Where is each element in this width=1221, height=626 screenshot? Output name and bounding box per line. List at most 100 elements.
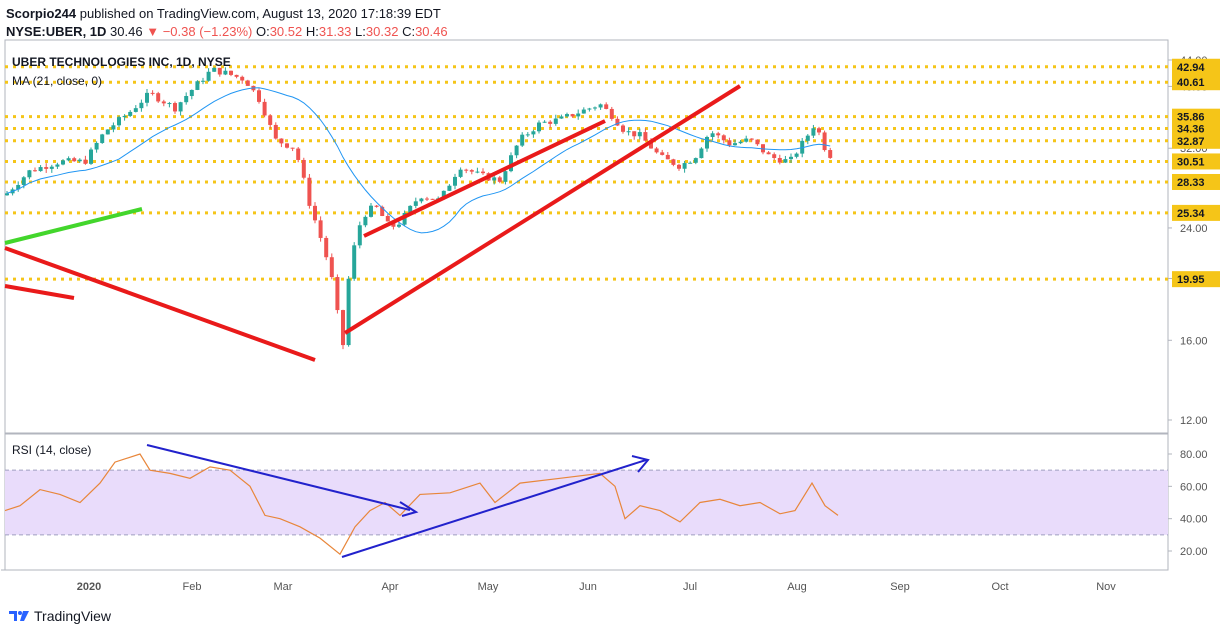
candle-body xyxy=(397,224,401,227)
level-label: 34.36 xyxy=(1177,124,1205,136)
level-tag-1 xyxy=(1172,74,1220,91)
level-tag-5 xyxy=(1172,153,1220,170)
candle-body xyxy=(705,136,709,149)
candle-body xyxy=(520,134,525,146)
candle-body xyxy=(548,121,553,124)
publisher-name[interactable]: Scorpio244 xyxy=(6,6,77,21)
candle xyxy=(593,106,597,111)
candle-body xyxy=(94,142,99,150)
candle xyxy=(346,276,351,347)
candle-body xyxy=(72,158,77,162)
candle xyxy=(369,202,373,218)
candle-body xyxy=(369,205,373,217)
candle-body xyxy=(178,102,183,112)
candle-body xyxy=(587,108,592,110)
rsi-tick-label: 80.00 xyxy=(1180,449,1208,461)
candle-body xyxy=(133,108,138,112)
candle xyxy=(520,132,525,148)
candle xyxy=(128,110,133,118)
candle-body xyxy=(699,148,704,159)
channel-lower xyxy=(343,84,742,335)
candle xyxy=(38,165,43,172)
candle-body xyxy=(212,67,217,72)
candle xyxy=(738,139,743,145)
candle xyxy=(245,79,250,86)
candle-body xyxy=(817,128,821,133)
candle-body xyxy=(167,103,172,105)
candle-body xyxy=(469,170,474,172)
candle-body xyxy=(352,245,357,279)
candle-body xyxy=(234,74,239,77)
candle xyxy=(817,126,821,136)
candle xyxy=(705,135,709,152)
level-label: 42.94 xyxy=(1177,62,1205,74)
candle xyxy=(469,169,474,175)
candle-body xyxy=(682,163,687,169)
candle xyxy=(626,127,631,136)
candle xyxy=(178,101,183,116)
candle xyxy=(100,133,105,144)
price-change: −0.38 (−1.23%) xyxy=(162,24,253,39)
candle xyxy=(61,159,65,166)
last-price: 30.46 xyxy=(110,24,143,39)
candle xyxy=(16,181,21,192)
candle-body xyxy=(139,102,144,109)
candle-body xyxy=(643,132,648,141)
candle-body xyxy=(665,154,670,160)
candle xyxy=(559,114,564,119)
candle xyxy=(111,122,116,133)
candle-body xyxy=(615,118,620,126)
candle-body xyxy=(21,177,26,186)
level-label: 25.34 xyxy=(1177,208,1205,220)
candle xyxy=(89,147,93,165)
candle xyxy=(744,135,749,143)
candle xyxy=(430,198,435,200)
tradingview-logo[interactable]: TradingView xyxy=(8,608,111,624)
price-pane xyxy=(4,39,1169,434)
candle xyxy=(598,103,603,110)
candle-body xyxy=(492,177,497,181)
candle-body xyxy=(710,133,715,137)
candle-body xyxy=(44,167,49,169)
rsi-label: RSI (14, close) xyxy=(12,443,91,457)
candle-body xyxy=(637,132,642,137)
candle xyxy=(161,99,166,107)
candle xyxy=(105,129,110,135)
candle-body xyxy=(307,177,312,206)
candle-body xyxy=(805,135,810,141)
candle xyxy=(453,173,457,190)
candle xyxy=(341,309,345,350)
level-tag-8 xyxy=(1172,271,1220,288)
candle-body xyxy=(55,164,60,167)
candle-body xyxy=(464,169,469,171)
candle xyxy=(699,147,704,159)
candle-body xyxy=(341,310,345,346)
candle-body xyxy=(5,193,9,196)
publish-info: Scorpio244 published on TradingView.com,… xyxy=(6,6,441,21)
level-tag-6 xyxy=(1172,173,1220,190)
candle-body xyxy=(441,190,446,199)
candle-body xyxy=(419,198,424,202)
level-tag-4 xyxy=(1172,132,1220,149)
candle-body xyxy=(156,93,161,102)
candle-body xyxy=(749,138,754,140)
candle-body xyxy=(229,70,233,75)
level-tag-3 xyxy=(1172,120,1220,137)
level-label: 28.33 xyxy=(1177,177,1205,189)
candle-body xyxy=(497,177,502,182)
candle-body xyxy=(245,80,250,86)
candle-body xyxy=(318,220,323,238)
candle xyxy=(772,152,777,161)
candle xyxy=(413,197,418,209)
candle-body xyxy=(693,158,698,163)
candle-body xyxy=(598,104,603,108)
candle-body xyxy=(654,148,659,153)
candle-body xyxy=(240,76,245,81)
month-label: Aug xyxy=(787,581,807,593)
candle xyxy=(44,163,49,173)
candle-body xyxy=(313,205,317,221)
candle xyxy=(55,162,60,169)
candle-body xyxy=(733,143,737,146)
candle xyxy=(363,215,368,228)
